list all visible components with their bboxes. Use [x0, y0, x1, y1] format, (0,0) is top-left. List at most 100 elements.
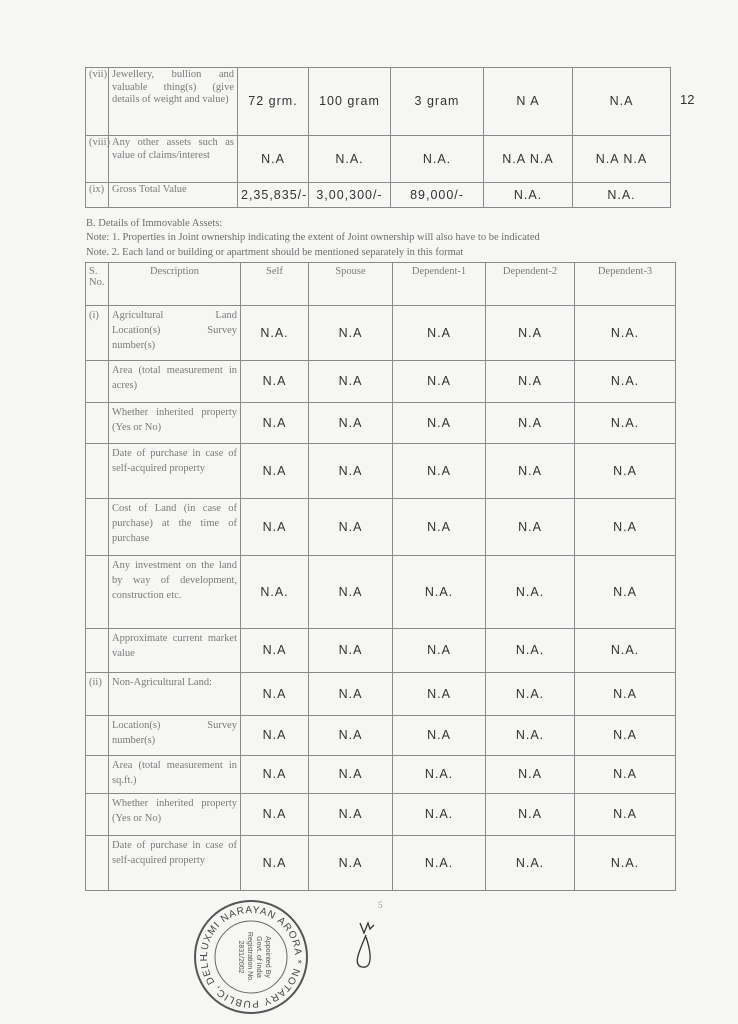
row-value: 2,35,835/-	[237, 182, 309, 208]
row-sno: (ix)	[85, 182, 109, 208]
svg-text:Registration No.: Registration No.	[246, 932, 253, 982]
row-sno	[85, 628, 109, 673]
row-value: 3,00,300/-	[308, 182, 391, 208]
table-row: Approximate current market value N.A N.A N.…	[85, 628, 676, 673]
row-value: 89,000/-	[390, 182, 484, 208]
row-value: N.A.	[485, 628, 575, 673]
row-description: Cost of Land (in case of purchase) at th…	[108, 498, 241, 556]
row-value: N.A	[240, 672, 309, 716]
row-value: N.A	[574, 443, 676, 499]
row-value: N.A	[240, 443, 309, 499]
table-row: Area (total measurement in sq.ft.) N.A N.A…	[85, 755, 676, 794]
row-value: N.A	[240, 835, 309, 891]
row-value: N.A.	[483, 182, 573, 208]
row-sno: (vii)	[85, 67, 109, 136]
row-value: N A	[483, 67, 573, 136]
row-description: Any investment on the land by way of dev…	[108, 555, 241, 629]
row-description: Whether inherited property (Yes or No)	[108, 402, 241, 444]
row-value: N.A.	[308, 135, 391, 183]
header-description: Description	[108, 262, 241, 306]
note-2: Note. 2. Each land or building or apartm…	[86, 247, 464, 258]
row-value: N.A	[392, 360, 486, 403]
notary-stamp: LUXMI NARAYAN ARORA * NOTARY PUBLIC, DEL…	[192, 898, 308, 1014]
row-sno	[85, 715, 109, 756]
row-value: N.A	[392, 672, 486, 716]
row-sno: (i)	[85, 305, 109, 361]
row-value: N.A	[240, 628, 309, 673]
table-row: (ix) Gross Total Value 2,35,835/- 3,00,300/…	[85, 182, 671, 208]
row-value: N.A	[485, 402, 575, 444]
row-sno	[85, 402, 109, 444]
row-value: N.A.	[485, 715, 575, 756]
row-value: N.A	[240, 360, 309, 403]
row-value: N.A	[308, 402, 393, 444]
row-value: N.A	[308, 555, 393, 629]
row-value: N.A	[574, 672, 676, 716]
row-description: Gross Total Value	[108, 182, 238, 208]
row-value: N.A	[572, 67, 671, 136]
row-value: N.A	[392, 628, 486, 673]
row-value: N.A	[392, 498, 486, 556]
header-dependent-3: Dependent-3	[574, 262, 676, 306]
header-dependent-2: Dependent-2	[485, 262, 575, 306]
row-description: Date of purchase in case of self-acquire…	[108, 443, 241, 499]
row-value: N.A	[308, 755, 393, 794]
row-value: N.A N.A	[572, 135, 671, 183]
row-value: N.A.	[240, 305, 309, 361]
table-row: Location(s) Survey number(s) N.A N.A N.A N.A…	[85, 715, 676, 756]
row-value: N.A.	[485, 555, 575, 629]
row-description: Any other assets such as value of claims…	[108, 135, 238, 183]
row-value: N.A	[308, 498, 393, 556]
table-row: (i) Agricultural Land Location(s) Survey …	[85, 305, 676, 361]
row-value: 3 gram	[390, 67, 484, 136]
row-value: N.A.	[240, 555, 309, 629]
row-value: N.A.	[574, 305, 676, 361]
row-value: N.A	[308, 360, 393, 403]
header-sno: S. No.	[85, 262, 109, 306]
row-value: N.A	[485, 793, 575, 836]
row-value: N.A	[574, 793, 676, 836]
row-value: 72 grm.	[237, 67, 309, 136]
table-row: (ii) Non-Agricultural Land: N.A N.A N.A N.A. N…	[85, 672, 676, 716]
immovable-assets-table: S. No. Description Self Spouse Dependent…	[85, 262, 676, 891]
header-spouse: Spouse	[308, 262, 393, 306]
table-row: (viii) Any other assets such as value of …	[85, 135, 671, 183]
row-value: N.A	[485, 498, 575, 556]
row-value: N.A	[574, 755, 676, 794]
row-value: N.A	[237, 135, 309, 183]
svg-text:Govt. of India: Govt. of India	[255, 936, 262, 978]
row-value: N.A	[240, 755, 309, 794]
table-row: Whether inherited property (Yes or No) N.…	[85, 402, 676, 444]
row-value: N.A	[392, 443, 486, 499]
row-value: N.A	[240, 498, 309, 556]
row-value: N.A	[240, 715, 309, 756]
row-description: Approximate current market value	[108, 628, 241, 673]
row-value: N.A	[485, 305, 575, 361]
table-row: Date of purchase in case of self-acquire…	[85, 443, 676, 499]
row-value: N.A	[308, 443, 393, 499]
row-sno	[85, 360, 109, 403]
table-row: Date of purchase in case of self-acquire…	[85, 835, 676, 891]
row-sno	[85, 555, 109, 629]
row-description: Location(s) Survey number(s)	[108, 715, 241, 756]
svg-text:Appointed By: Appointed By	[264, 936, 271, 978]
row-value: N.A	[308, 715, 393, 756]
row-value: N.A	[308, 305, 393, 361]
row-sno	[85, 793, 109, 836]
row-value: N.A	[485, 360, 575, 403]
page-number: 5	[378, 900, 383, 910]
row-value: N.A	[574, 715, 676, 756]
header-dependent-1: Dependent-1	[392, 262, 486, 306]
row-value: N.A.	[574, 360, 676, 403]
row-value: N.A	[308, 628, 393, 673]
row-value: N.A.	[572, 182, 671, 208]
row-sno	[85, 443, 109, 499]
row-value: N.A	[308, 793, 393, 836]
signature	[356, 921, 375, 968]
row-value: N.A	[392, 715, 486, 756]
row-value: N.A.	[574, 402, 676, 444]
row-value: N.A.	[485, 672, 575, 716]
row-value: N.A	[485, 755, 575, 794]
row-sno: (viii)	[85, 135, 110, 183]
row-value: 100 gram	[308, 67, 391, 136]
